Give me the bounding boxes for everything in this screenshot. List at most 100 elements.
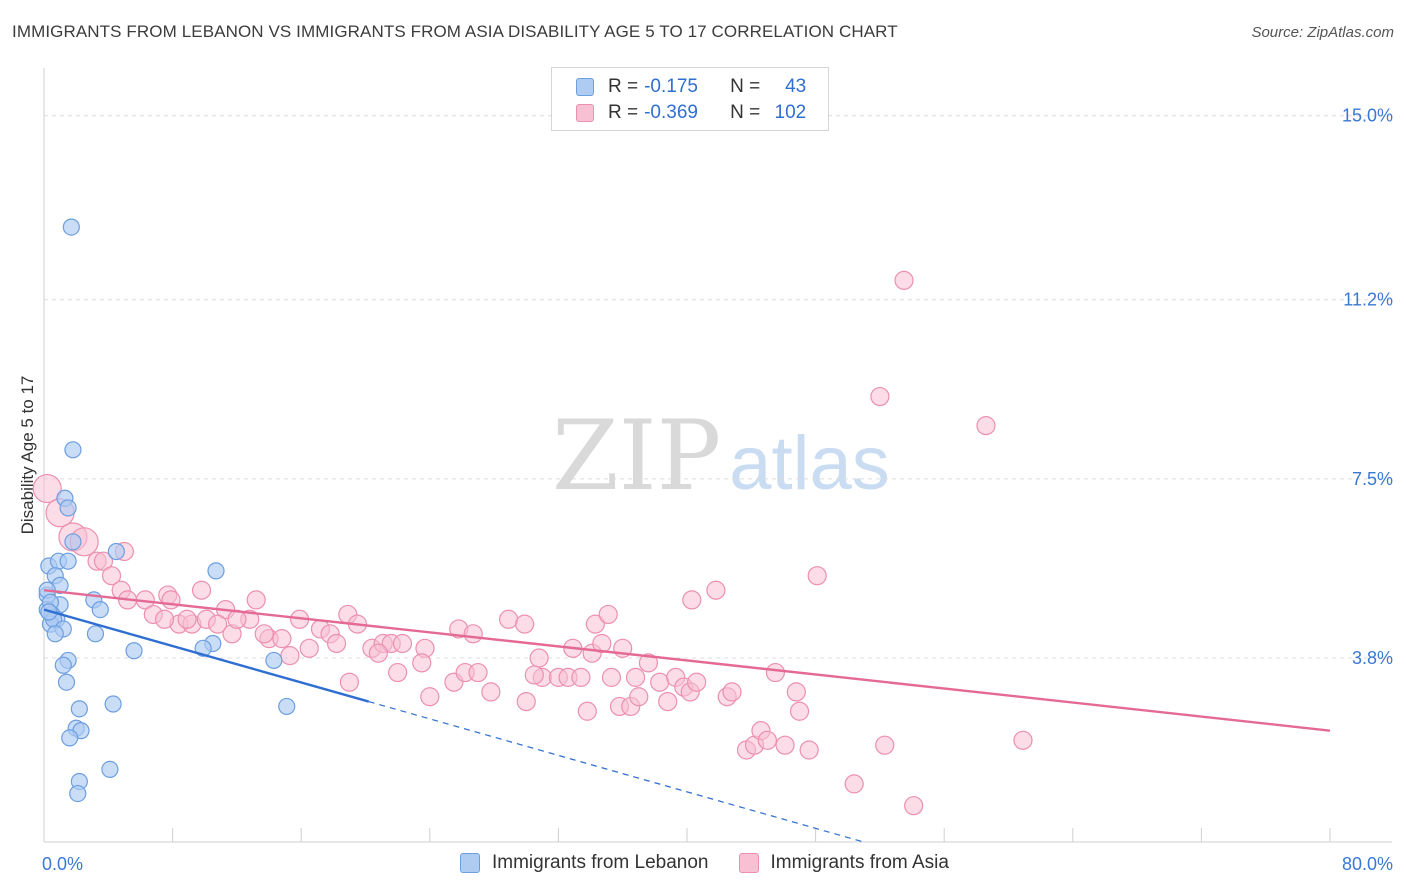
lebanon-point: [62, 218, 80, 236]
lebanon-point: [104, 695, 122, 713]
asia-point: [894, 270, 914, 290]
asia-point: [154, 609, 175, 629]
lebanon-swatch: [576, 78, 594, 96]
lebanon-point: [91, 600, 109, 619]
asia-point: [420, 687, 440, 707]
asia-swatch: [576, 104, 594, 122]
legend-n-label: N =: [730, 76, 761, 97]
asia-point: [598, 604, 618, 625]
asia-point: [1013, 730, 1033, 750]
lebanon-legend-swatch: [460, 853, 480, 873]
asia-point: [161, 590, 181, 610]
asia-point: [368, 643, 388, 663]
legend-r-value: -0.175: [644, 76, 698, 97]
lebanon-point: [61, 729, 79, 747]
y-axis-label: Disability Age 5 to 17: [18, 376, 37, 535]
lebanon-point: [54, 656, 72, 674]
lebanon-point: [46, 625, 64, 643]
asia-point: [246, 590, 266, 610]
legend-n-value: 102: [774, 102, 807, 123]
lebanon-point: [107, 542, 125, 561]
lebanon-point: [64, 533, 82, 551]
asia-point: [706, 580, 726, 600]
asia-point: [468, 662, 488, 683]
lebanon-point: [69, 784, 87, 803]
asia-point: [93, 551, 114, 571]
legend-item-asia: Immigrants from Asia: [738, 852, 949, 874]
x-tick-label-max: 80.0%: [1342, 854, 1393, 874]
asia-point: [789, 701, 810, 721]
asia-point: [976, 416, 996, 436]
asia-point: [529, 648, 549, 668]
legend-r-label: R =: [608, 76, 639, 97]
asia-point: [904, 796, 924, 816]
asia-point: [280, 645, 300, 666]
lebanon-trend-extension: [368, 701, 864, 843]
asia-point: [388, 662, 408, 683]
legend-row-asia: R = -0.369 N = 102: [576, 100, 806, 126]
lebanon-point: [64, 441, 82, 459]
chart-title: IMMIGRANTS FROM LEBANON VS IMMIGRANTS FR…: [12, 22, 898, 41]
asia-point: [765, 662, 786, 683]
asia-point: [757, 730, 777, 750]
asia-point: [577, 701, 597, 721]
asia-point: [786, 682, 806, 702]
lebanon-point: [207, 562, 225, 580]
asia-point: [807, 566, 827, 586]
lebanon-point: [265, 651, 283, 670]
series-legend: Immigrants from Lebanon Immigrants from …: [460, 852, 979, 874]
asia-trend-line: [43, 589, 1331, 732]
asia-point: [799, 740, 819, 760]
legend-r-label: R =: [608, 102, 639, 123]
asia-point: [208, 614, 228, 634]
legend-n-value: 43: [785, 76, 807, 97]
asia-point: [650, 672, 670, 692]
legend-row-lebanon: R = -0.175 N = 43: [576, 74, 806, 100]
asia-point: [601, 667, 622, 687]
asia-point: [524, 665, 544, 685]
asia-point: [481, 682, 501, 702]
asia-point: [687, 672, 707, 692]
legend-r-value: -0.369: [644, 102, 698, 123]
asia-point: [844, 774, 864, 794]
asia-point: [638, 653, 659, 673]
lebanon-point: [278, 697, 296, 716]
lebanon-point: [70, 700, 88, 718]
asia-point: [875, 735, 895, 755]
asia-point: [682, 590, 702, 610]
asia-point: [775, 735, 795, 755]
legend-n-label: N =: [730, 102, 761, 123]
asia-point: [722, 682, 742, 702]
asia-point: [515, 614, 535, 634]
asia-point: [592, 633, 612, 654]
asia-point: [392, 633, 413, 654]
lebanon-point: [57, 673, 76, 691]
asia-point: [658, 691, 678, 712]
legend-label-asia: Immigrants from Asia: [770, 852, 949, 873]
y-tick-label: 3.8%: [1352, 648, 1393, 668]
lebanon-point: [86, 625, 105, 643]
stats-legend: R = -0.175 N = 43 R = -0.369 N = 102: [551, 67, 829, 131]
asia-point: [870, 386, 890, 407]
asia-point: [254, 624, 274, 644]
legend-label-lebanon: Immigrants from Lebanon: [492, 852, 709, 873]
asia-point: [177, 609, 197, 629]
lebanon-trend-line: [43, 608, 370, 703]
asia-point: [299, 638, 319, 658]
asia-legend-swatch: [738, 853, 759, 873]
legend-item-lebanon: Immigrants from Lebanon: [460, 852, 709, 874]
y-tick-label: 7.5%: [1352, 469, 1393, 489]
asia-point: [191, 580, 212, 600]
asia-point: [101, 566, 122, 586]
source-credit: Source: ZipAtlas.com: [1251, 24, 1394, 41]
asia-point: [571, 667, 591, 687]
asia-point: [412, 653, 432, 673]
asia-point: [32, 473, 62, 504]
asia-point: [516, 691, 536, 712]
asia-point: [339, 672, 360, 692]
y-tick-label: 11.2%: [1343, 290, 1393, 310]
lebanon-point: [125, 642, 143, 660]
asia-point: [498, 609, 519, 629]
lebanon-point: [59, 552, 77, 570]
